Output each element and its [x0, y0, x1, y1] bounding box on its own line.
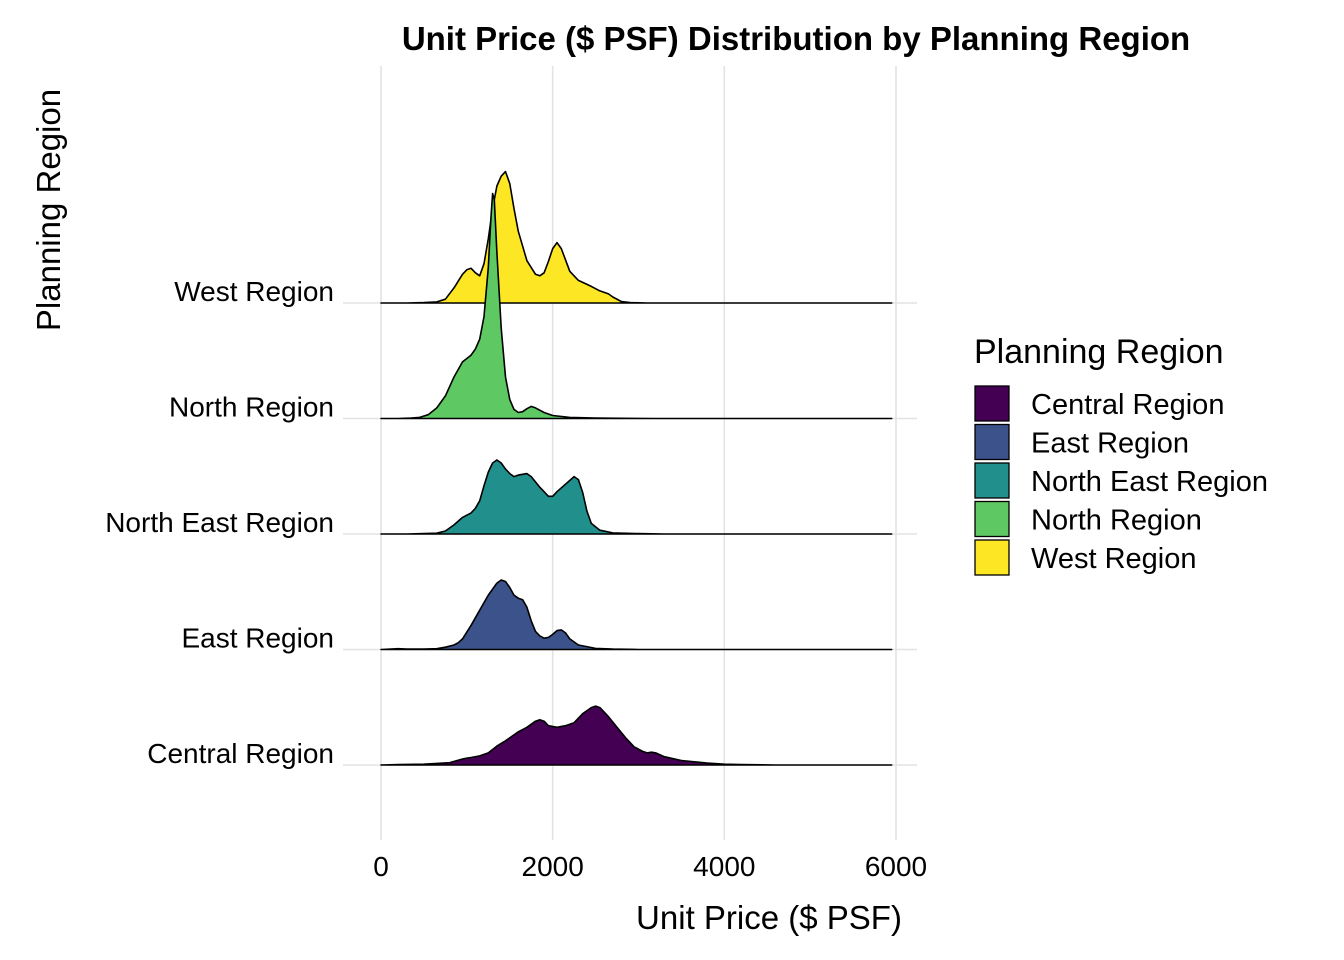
legend-swatch-west-region [974, 539, 1010, 576]
ridge-east-region [380, 579, 893, 651]
legend-swatch-north-east-region [974, 462, 1010, 499]
y-axis-title: Planning Region [30, 89, 67, 331]
legend-title: Planning Region [974, 333, 1224, 371]
legend-swatch-central-region [974, 385, 1010, 422]
chart-title: Unit Price ($ PSF) Distribution by Plann… [402, 20, 1190, 57]
y-tick-label: West Region [174, 276, 334, 307]
x-tick-label: 2000 [522, 851, 584, 882]
y-tick-label: East Region [181, 623, 334, 654]
x-tick-label: 4000 [693, 851, 755, 882]
y-tick-label: North Region [169, 392, 334, 423]
ridge-north-east-region [380, 459, 893, 535]
y-tick-label: North East Region [105, 507, 334, 538]
y-tick-label: Central Region [147, 738, 334, 769]
legend-label: West Region [1031, 543, 1197, 575]
legend-label: East Region [1031, 428, 1189, 460]
legend-label: Central Region [1031, 389, 1224, 421]
legend: Planning Region Central Region East Regio… [974, 333, 1268, 576]
legend-label: North East Region [1031, 466, 1268, 498]
legend-label: North Region [1031, 505, 1202, 537]
ridge-west-region [380, 170, 893, 304]
ridge-central-region [380, 705, 893, 766]
ridge-group [380, 170, 893, 766]
legend-swatch-east-region [974, 423, 1010, 461]
ridge-north-region [380, 192, 893, 420]
x-tick-labels: 0 2000 4000 6000 [373, 851, 927, 882]
y-tick-labels: Central Region East Region North East Regi… [105, 276, 334, 769]
x-axis-title: Unit Price ($ PSF) [636, 899, 902, 936]
legend-swatch-north-region [974, 500, 1010, 538]
x-tick-label: 0 [373, 851, 389, 882]
x-gridlines [343, 66, 917, 840]
x-tick-label: 6000 [865, 851, 927, 882]
